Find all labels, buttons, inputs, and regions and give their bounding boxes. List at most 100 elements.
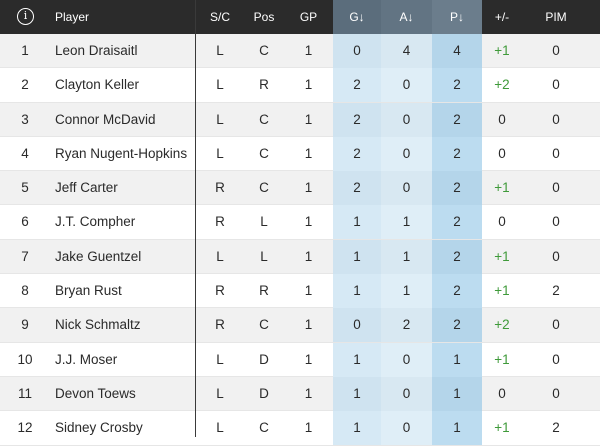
plus-minus-column-header[interactable]: +/- [482,0,522,34]
games-played-cell: 1 [284,137,333,171]
plus-minus-cell: +1 [482,171,522,205]
plus-minus-cell: 0 [482,377,522,411]
goals-cell: 1 [333,205,381,239]
penalty-minutes-cell: 0 [522,103,590,137]
player-name[interactable]: Leon Draisaitl [55,34,195,68]
player-name[interactable]: J.T. Compher [55,205,195,239]
games-played-cell: 1 [284,308,333,342]
plus-minus-cell: +1 [482,34,522,68]
player-name[interactable]: Connor McDavid [55,103,195,137]
points-cell: 1 [432,411,482,445]
assists-cell: 0 [381,137,432,171]
points-cell: 2 [432,240,482,274]
plus-minus-cell: 0 [482,103,522,137]
rank-cell: 10 [0,343,50,377]
table-row[interactable]: 3 Connor McDavid L C 1 2 0 2 0 0 [0,103,600,137]
goals-cell: 1 [333,411,381,445]
shoots-cell: L [196,103,244,137]
games-played-cell: 1 [284,240,333,274]
player-name[interactable]: Nick Schmaltz [55,308,195,342]
position-cell: C [244,411,284,445]
table-row[interactable]: 5 Jeff Carter R C 1 2 0 2 +1 0 [0,171,600,205]
games-played-cell: 1 [284,343,333,377]
points-column-header[interactable]: P↓ [432,0,482,34]
assists-cell: 0 [381,411,432,445]
penalty-minutes-cell: 0 [522,34,590,68]
position-cell: L [244,205,284,239]
rank-cell: 11 [0,377,50,411]
player-name[interactable]: Sidney Crosby [55,411,195,445]
points-cell: 2 [432,308,482,342]
penalty-minutes-cell: 0 [522,308,590,342]
table-row[interactable]: 7 Jake Guentzel L L 1 1 1 2 +1 0 [0,240,600,274]
assists-column-header[interactable]: A↓ [381,0,432,34]
rank-cell: 2 [0,68,50,102]
shoots-cell: R [196,171,244,205]
goals-cell: 2 [333,171,381,205]
points-cell: 1 [432,343,482,377]
points-cell: 1 [432,377,482,411]
position-column-header[interactable]: Pos [244,0,284,34]
goals-column-header[interactable]: G↓ [333,0,381,34]
table-row[interactable]: 6 J.T. Compher R L 1 1 1 2 0 0 [0,205,600,239]
table-row[interactable]: 11 Devon Toews L D 1 1 0 1 0 0 [0,377,600,411]
points-cell: 4 [432,34,482,68]
rank-cell: 5 [0,171,50,205]
penalty-minutes-column-header[interactable]: PIM [522,0,590,34]
assists-cell: 1 [381,274,432,308]
player-name[interactable]: Bryan Rust [55,274,195,308]
goals-cell: 2 [333,103,381,137]
shoots-cell: L [196,68,244,102]
games-played-column-header[interactable]: GP [284,0,333,34]
player-name[interactable]: J.J. Moser [55,343,195,377]
table-row[interactable]: 8 Bryan Rust R R 1 1 1 2 +1 2 [0,274,600,308]
rank-cell: 7 [0,240,50,274]
assists-cell: 4 [381,34,432,68]
table-row[interactable]: 4 Ryan Nugent-Hopkins L C 1 2 0 2 0 0 [0,137,600,171]
rank-cell: 8 [0,274,50,308]
table-row[interactable]: 2 Clayton Keller L R 1 2 0 2 +2 0 [0,68,600,102]
plus-minus-cell: 0 [482,137,522,171]
table-row[interactable]: 12 Sidney Crosby L C 1 1 0 1 +1 2 [0,411,600,445]
position-cell: D [244,343,284,377]
table-body: 1 Leon Draisaitl L C 1 0 4 4 +1 0 2 Clayton Keller L… [0,34,600,446]
assists-cell: 0 [381,68,432,102]
player-name[interactable]: Devon Toews [55,377,195,411]
player-name[interactable]: Ryan Nugent-Hopkins [55,137,195,171]
info-icon[interactable]: i [17,8,34,25]
shoots-cell: R [196,205,244,239]
penalty-minutes-cell: 0 [522,377,590,411]
games-played-cell: 1 [284,34,333,68]
table-row[interactable]: 9 Nick Schmaltz R C 1 0 2 2 +2 0 [0,308,600,342]
goals-cell: 1 [333,240,381,274]
position-cell: C [244,137,284,171]
shoots-column-header[interactable]: S/C [196,0,244,34]
plus-minus-cell: +2 [482,68,522,102]
shoots-cell: L [196,137,244,171]
position-cell: C [244,34,284,68]
goals-cell: 1 [333,377,381,411]
shoots-cell: L [196,343,244,377]
stats-table: i Player S/C Pos GP G↓ A↓ P↓ +/- PIM 1 Le… [0,0,600,437]
table-header: i Player S/C Pos GP G↓ A↓ P↓ +/- PIM [0,0,600,34]
position-cell: D [244,377,284,411]
penalty-minutes-cell: 0 [522,205,590,239]
table-row[interactable]: 10 J.J. Moser L D 1 1 0 1 +1 0 [0,343,600,377]
penalty-minutes-cell: 0 [522,68,590,102]
table-row[interactable]: 1 Leon Draisaitl L C 1 0 4 4 +1 0 [0,34,600,68]
penalty-minutes-cell: 0 [522,343,590,377]
player-name[interactable]: Clayton Keller [55,68,195,102]
shoots-cell: L [196,377,244,411]
games-played-cell: 1 [284,411,333,445]
position-cell: C [244,103,284,137]
assists-cell: 1 [381,205,432,239]
player-name[interactable]: Jeff Carter [55,171,195,205]
player-column-header[interactable]: Player [55,0,195,34]
position-cell: R [244,68,284,102]
assists-cell: 2 [381,308,432,342]
penalty-minutes-cell: 0 [522,240,590,274]
player-name[interactable]: Jake Guentzel [55,240,195,274]
games-played-cell: 1 [284,68,333,102]
assists-cell: 0 [381,377,432,411]
shoots-cell: L [196,240,244,274]
